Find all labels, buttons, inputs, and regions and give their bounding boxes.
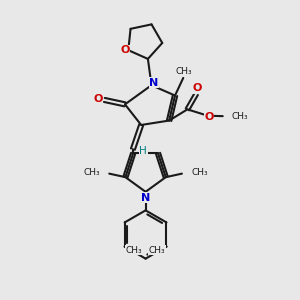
Text: N: N — [149, 78, 158, 88]
Text: CH₃: CH₃ — [176, 68, 192, 76]
Text: O: O — [205, 112, 214, 122]
Text: H: H — [140, 146, 147, 156]
Text: O: O — [120, 45, 130, 55]
Text: O: O — [192, 83, 202, 93]
Text: CH₃: CH₃ — [191, 168, 208, 177]
Text: O: O — [93, 94, 103, 104]
Text: CH₃: CH₃ — [149, 246, 165, 255]
Text: CH₃: CH₃ — [232, 112, 248, 121]
Text: N: N — [141, 193, 150, 203]
Text: CH₃: CH₃ — [126, 246, 142, 255]
Text: CH₃: CH₃ — [83, 168, 100, 177]
